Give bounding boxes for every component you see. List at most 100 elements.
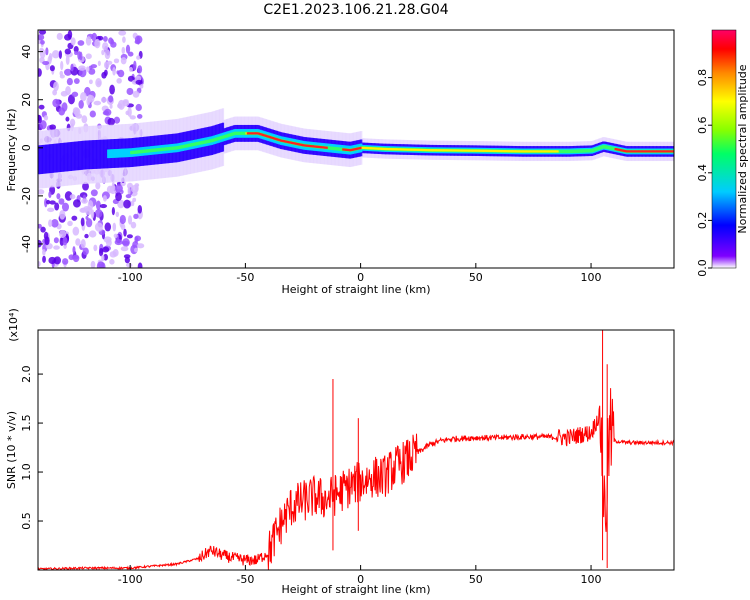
spectrogram-peak-cell [589,149,592,153]
spectrogram-max-cell [660,150,663,153]
spectrogram-max-cell [270,136,273,139]
spectrogram-max-cell [375,147,378,150]
spectrogram-max-cell [324,146,327,149]
spectrogram-noise-blob [84,233,89,239]
spectrogram-band-cell [53,143,56,173]
spectrogram-noise-blob [69,118,76,127]
spectrogram-noise-blob [81,198,88,204]
spectrogram-max-cell [378,147,381,150]
spectrogram-peak-cell [560,149,563,154]
spectrogram-noise-blob [39,30,47,35]
spectrogram-max-cell [485,149,489,152]
spectrogram-band-cell [65,142,68,172]
spectrogram-max-cell [520,150,523,153]
spectrogram-noise-blob [38,223,42,229]
spectrogram-noise-blob [127,107,132,117]
spectrogram-noise-blob [93,244,98,252]
spectrogram-core-cell [115,149,118,158]
spectrogram-peak-cell [232,132,235,136]
spectrogram-max-cell [497,149,500,153]
spectrogram-max-cell [503,150,507,153]
spectrogram-max-cell [459,149,462,152]
spectrogram-max-cell [534,150,537,153]
spectrogram-max-cell [389,148,392,151]
spectrogram-noise-blob [80,92,87,102]
spectrogram-x-tick-label: -100 [118,271,143,284]
spectrogram-noise-blob [67,30,73,40]
spectrogram-noise-blob [85,218,93,228]
spectrogram-y-tick-label: -20 [20,187,33,205]
spectrogram-noise-blob [120,246,129,252]
spectrogram-peak-cell [145,149,148,153]
snr-y-tick-label: 2.0 [20,365,33,383]
spectrogram-max-cell [537,150,540,153]
spectrogram-max-cell [452,149,455,152]
spectrogram-max-cell [488,149,491,152]
spectrogram-noise-blob [78,65,86,71]
spectrogram-max-cell [293,142,296,145]
spectrogram-max-cell [396,148,399,151]
spectrogram-max-cell [451,149,454,152]
spectrogram-peak-cell [578,149,581,153]
spectrogram-noise-blob [129,115,136,120]
spectrogram-noise-blob [123,228,127,237]
spectrogram-noise-blob [75,113,83,119]
spectrogram-max-cell [264,134,267,137]
spectrogram-noise-blob [88,230,97,238]
spectrogram-max-cell [635,150,638,153]
spectrogram-max-cell [373,147,377,150]
spectrogram-noise-blob [127,215,133,225]
spectrogram-noise-blob [109,259,115,265]
spectrogram-noise-blob [127,75,135,82]
spectrogram-peak-cell [604,145,607,149]
spectrogram-peak-cell [159,147,162,152]
spectrogram-max-cell [422,148,425,152]
spectrogram-max-cell [318,145,321,149]
spectrogram-noise-blob [87,200,94,211]
snr-plot-area [38,330,674,570]
spectrogram-max-cell [313,145,316,148]
spectrogram-noise-blob [118,30,127,36]
spectrogram-peak-cell [572,149,575,153]
spectrogram-max-cell [661,150,664,153]
spectrogram-peak-cell [231,132,234,136]
colorbar-tick-label: 0.6 [696,116,709,134]
spectrogram-noise-blob [135,184,139,193]
spectrogram-max-cell [393,148,396,151]
spectrogram-max-cell [303,144,306,147]
spectrogram-max-cell [351,148,355,151]
spectrogram-max-cell [383,147,386,151]
spectrogram-band-cell [50,144,53,173]
spectrogram-noise-blob [134,247,138,253]
spectrogram-noise-blob [91,32,98,42]
spectrogram-max-cell [456,149,460,152]
spectrogram-max-cell [526,150,529,153]
spectrogram-noise-blob [101,254,105,262]
spectrogram-max-cell [311,145,314,148]
spectrogram-peak-cell [181,145,184,149]
spectrogram-band-cell [47,144,50,174]
spectrogram-max-cell [344,148,348,151]
spectrogram-noise-blob [101,49,105,56]
spectrogram-band-cell [51,143,55,173]
spectrogram-max-cell [448,149,451,152]
spectrogram-max-cell [408,148,411,151]
spectrogram-peak-cell [191,143,194,147]
snr-y-ticks: 0.5 1.0 1.5 2.0 [20,365,43,530]
spectrogram-band-cell [61,142,64,172]
spectrogram-noise-blob [137,205,143,214]
spectrogram-max-cell [484,149,487,152]
spectrogram-max-cell [407,148,410,151]
spectrogram-max-cell [358,147,361,150]
spectrogram-max-cell [342,148,345,151]
spectrogram-peak-cell [337,147,340,151]
spectrogram-noise-blob [120,57,127,65]
spectrogram-band-cell [72,141,75,171]
spectrogram-peak-cell [185,144,188,148]
spectrogram-core-cell [119,148,122,158]
spectrogram-band-cell [102,139,106,169]
spectrogram-peak-cell [568,149,571,154]
spectrogram-noise-blob [85,215,89,220]
spectrogram-max-cell [668,150,671,153]
spectrogram-max-cell [672,150,674,153]
